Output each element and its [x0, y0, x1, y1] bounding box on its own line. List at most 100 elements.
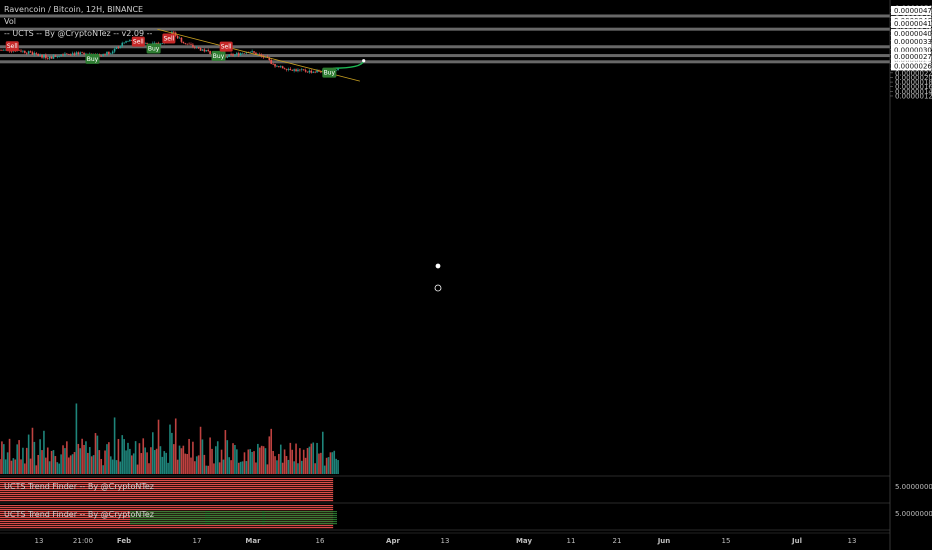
trend-stripe: [0, 527, 334, 529]
trend-stripe: [0, 492, 334, 494]
candle-body: [289, 68, 292, 71]
time-axis[interactable]: 13 21:00 Feb 17 Mar 16 Apr 13 May 11 21 Jun 15 Jul 13: [0, 532, 890, 545]
trend-stripe-up: [205, 523, 265, 525]
time-tick-label: Apr: [386, 537, 400, 545]
trend-stripe-up: [130, 523, 210, 525]
volume-bar: [197, 455, 200, 474]
symbol-title: Ravencoin / Bitcoin, 12H, BINANCE: [4, 5, 144, 14]
candle-body: [43, 54, 45, 58]
volume-bar: [232, 443, 234, 474]
volume-bar: [207, 465, 209, 474]
trend-stripe-up: [130, 511, 210, 513]
candle-body: [232, 54, 234, 56]
volume-bar: [87, 452, 89, 474]
alert-marker-2[interactable]: [434, 284, 442, 292]
volume-bar: [184, 453, 187, 474]
zone-price-label: 0.00000274: [894, 53, 932, 61]
volume-bar: [22, 447, 24, 474]
candle-body: [73, 53, 76, 55]
candle-body: [54, 55, 57, 57]
volume-label: Vol: [4, 17, 16, 26]
candle-body: [203, 49, 206, 52]
volume-bar: [169, 424, 171, 474]
price-axis[interactable]: 0.000005000.000004800.000004600.00000440…: [889, 0, 932, 550]
candle-body: [115, 47, 118, 49]
candle-body: [41, 54, 43, 58]
trend-stripe: [0, 480, 334, 482]
volume-bar: [321, 431, 324, 474]
volume-bar: [25, 447, 28, 474]
candle-body: [300, 69, 303, 70]
signal-label-2: Buy: [87, 56, 99, 63]
candle-body: [77, 52, 80, 55]
volume-bar: [56, 462, 59, 474]
time-tick-label: Mar: [245, 537, 261, 545]
candle-body: [226, 56, 229, 58]
volume-bar: [249, 449, 252, 474]
candle-body: [104, 54, 106, 55]
time-tick-label: May: [516, 537, 532, 545]
candle-body: [35, 53, 38, 54]
candle-body: [37, 53, 39, 56]
volume-bar: [113, 417, 116, 474]
volume-bar: [278, 453, 280, 474]
volume-bar: [194, 461, 196, 474]
volume-bar: [43, 430, 45, 474]
volume-bar: [176, 459, 179, 474]
candle-body: [108, 51, 110, 55]
volume-bar: [218, 462, 221, 474]
trend-stripe-up: [262, 519, 337, 521]
trend-stripe-up: [130, 515, 210, 517]
volume-bar: [205, 465, 208, 474]
volume-bar: [161, 456, 164, 474]
volume-bar: [312, 442, 315, 474]
candle-body: [125, 41, 127, 43]
volume-bar: [203, 454, 206, 474]
volume-bar: [104, 450, 106, 474]
trend-stripe-up: [205, 517, 265, 519]
trend-stripe: [0, 496, 334, 498]
volume-bar: [325, 457, 328, 474]
volume-bar: [230, 460, 232, 474]
candle-body: [270, 60, 273, 64]
volume-bar: [201, 439, 204, 474]
volume-bar: [73, 452, 76, 474]
candle-body: [197, 47, 200, 49]
candle-body: [291, 70, 294, 71]
alert-marker-1[interactable]: [435, 263, 441, 269]
candle-body: [85, 53, 87, 55]
volume-bar: [304, 457, 307, 474]
candle-body: [0, 50, 1, 51]
volume-bar: [39, 439, 41, 474]
volume-bar: [157, 419, 160, 474]
volume-bar: [24, 463, 26, 474]
candle-body: [161, 43, 164, 45]
volume-bar: [257, 443, 259, 474]
candle-body: [180, 37, 183, 42]
volume-bar: [18, 440, 20, 474]
trend-stripe-up: [262, 517, 337, 519]
volume-bar: [46, 447, 49, 474]
volume-bar: [58, 463, 61, 474]
volume-bar: [67, 457, 70, 474]
candle-body: [22, 50, 24, 52]
volume-bar: [220, 449, 223, 474]
trend-stripe-up: [205, 513, 265, 515]
volume-bar: [90, 456, 93, 474]
trend-stripe-up: [262, 523, 337, 525]
candle-body: [230, 54, 232, 55]
time-tick-label: 21: [613, 537, 622, 545]
candle-body: [102, 54, 104, 56]
volume-bar: [264, 448, 267, 474]
candle-body: [320, 71, 322, 73]
volume-bar: [308, 446, 311, 474]
volume-bar: [3, 444, 5, 474]
volume-bar: [306, 448, 309, 474]
candle-body: [245, 51, 248, 54]
volume-bar: [295, 443, 297, 474]
signal-label-3: Sell: [133, 39, 144, 46]
volume-bar: [71, 454, 74, 474]
candle-body: [81, 52, 83, 54]
